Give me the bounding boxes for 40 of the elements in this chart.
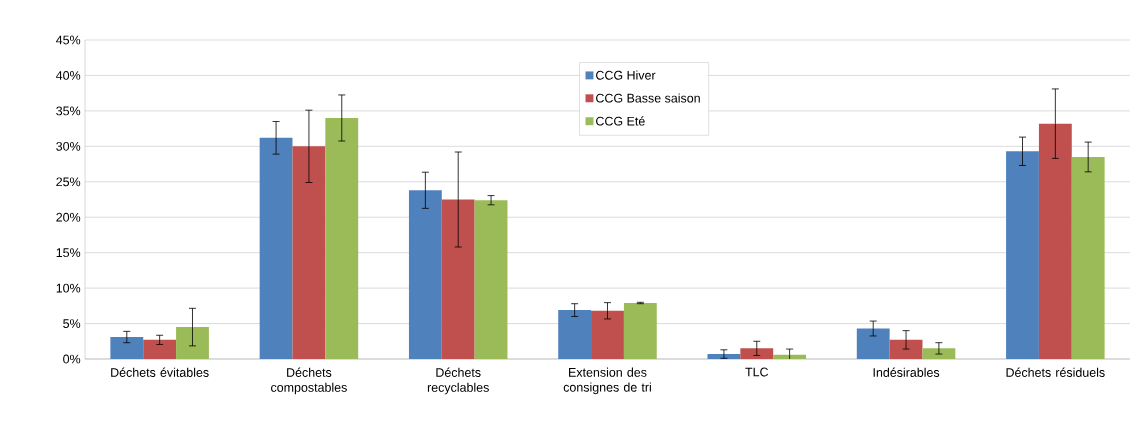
- bar: [773, 354, 807, 359]
- x-tick-label: Déchets évitables: [111, 367, 209, 377]
- bar: [441, 199, 475, 359]
- bar: [623, 303, 657, 359]
- bar: [922, 348, 956, 359]
- y-tick-label: 35%: [56, 106, 81, 116]
- bar: [558, 310, 592, 359]
- bar: [259, 137, 293, 359]
- y-tick-label: 10%: [56, 283, 81, 293]
- bar: [408, 190, 442, 359]
- bar: [325, 117, 359, 359]
- bar: [143, 339, 177, 359]
- x-tick-label: Extension des consignes de tri: [563, 367, 651, 395]
- x-tick-label: Déchets recyclables: [427, 367, 489, 395]
- x-tick-label: Déchets résiduels: [1006, 367, 1105, 377]
- bar: [889, 339, 923, 359]
- bar: [591, 310, 624, 359]
- bar: [740, 348, 774, 359]
- bar: [1071, 156, 1105, 359]
- y-tick-label: 5%: [63, 319, 81, 328]
- x-tick-label: Indésirables: [873, 367, 940, 377]
- legend-label: CCG Basse saison: [596, 93, 700, 103]
- x-tick-label: TLC: [745, 367, 769, 377]
- bar: [856, 328, 890, 359]
- bar: [707, 354, 741, 359]
- bar: [292, 146, 326, 359]
- y-tick-label: 20%: [56, 212, 81, 222]
- bar: [1038, 123, 1072, 359]
- y-tick-label: 40%: [56, 71, 81, 80]
- x-tick-label: Déchets compostables: [271, 367, 347, 395]
- bar: [474, 200, 508, 359]
- bar: [1006, 151, 1039, 359]
- legend-label: CCG Eté: [596, 116, 645, 126]
- bar: [110, 337, 144, 359]
- y-tick-label: 0%: [63, 354, 81, 364]
- y-tick-label: 25%: [56, 177, 81, 187]
- y-tick-label: 45%: [56, 35, 81, 45]
- y-tick-label: 30%: [56, 141, 81, 151]
- y-tick-label: 15%: [56, 248, 81, 258]
- legend-label: CCG Hiver: [596, 70, 656, 80]
